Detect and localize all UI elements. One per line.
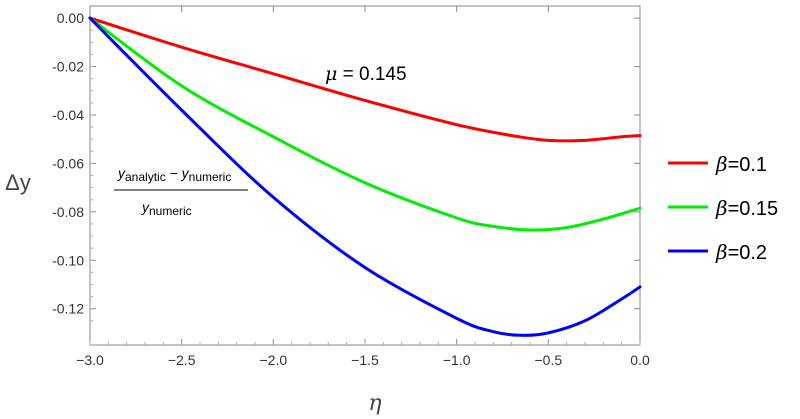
frac-den-y: y [141, 199, 150, 215]
frac-num-sub1: analytic [125, 170, 166, 184]
frac-num-y1: y [117, 165, 126, 181]
series-line-1 [88, 16, 642, 232]
frac-num-y2: y [181, 165, 190, 181]
legend-value-0: =0.1 [728, 154, 767, 176]
x-axis-title: η [368, 391, 381, 416]
mu-value: = 0.145 [337, 64, 406, 85]
x-tick-label: −1.0 [443, 352, 471, 368]
y-tick-label: 0.00 [57, 10, 84, 26]
mu-annotation: μ = 0.145 [325, 63, 407, 85]
y-tick-label: -0.06 [52, 155, 84, 171]
frac-den-sub: numeric [149, 204, 192, 218]
series-layer [88, 16, 642, 337]
frac-num-minus: − [166, 165, 182, 181]
axis-ticks: −3.0 −2.5 −2.0 −1.5 −1.0 −0.5 0.0 0.00 -0.02 -0.0… [52, 6, 650, 368]
x-tick-label: −3.0 [76, 352, 104, 368]
x-tick-label: −2.0 [260, 352, 288, 368]
x-tick-label: −0.5 [535, 352, 563, 368]
legend-value-2: =0.2 [728, 242, 767, 264]
series-line-0 [88, 16, 642, 143]
x-tick-label: −2.5 [168, 352, 196, 368]
frac-num-sub2: numeric [189, 170, 232, 184]
mu-symbol: μ [325, 63, 337, 85]
fraction-denominator: ynumeric [141, 199, 192, 218]
legend-beta-1: β [715, 196, 728, 220]
fraction-numerator: yanalytic − ynumeric [117, 165, 231, 184]
legend-value-1: =0.15 [728, 198, 779, 220]
y-tick-label: -0.10 [52, 252, 84, 268]
legend: β=0.1β=0.15β=0.2 [668, 152, 778, 264]
legend-beta-0: β [715, 152, 728, 176]
legend-label-0: β=0.1 [715, 152, 767, 176]
y-tick-label: -0.04 [52, 107, 84, 123]
y-tick-label: -0.12 [52, 301, 84, 317]
fraction-annotation: yanalytic − ynumeric ynumeric [114, 165, 248, 218]
legend-label-2: β=0.2 [715, 240, 767, 264]
legend-label-1: β=0.15 [715, 196, 778, 220]
y-tick-label: -0.08 [52, 204, 84, 220]
x-tick-label: 0.0 [630, 352, 650, 368]
x-tick-label: −1.5 [351, 352, 379, 368]
series-line-2 [88, 16, 642, 337]
legend-beta-2: β [715, 240, 728, 264]
y-tick-label: -0.02 [52, 59, 84, 75]
y-axis-title: Δy [5, 170, 31, 195]
